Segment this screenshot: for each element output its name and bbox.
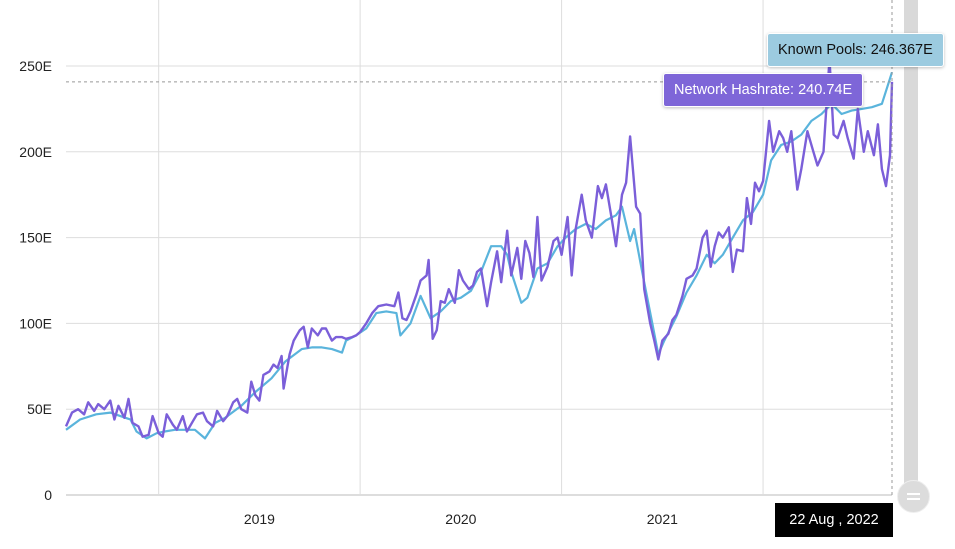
range-scrollbar[interactable]: [904, 0, 918, 495]
tooltip-network-hashrate: Network Hashrate: 240.74E: [663, 73, 864, 107]
y-tick-label: 150E: [19, 230, 52, 246]
y-tick-label: 200E: [19, 144, 52, 160]
series-line-network-hashrate: [64, 57, 894, 438]
x-tick-label: 2021: [647, 511, 678, 527]
y-tick-label: 100E: [19, 315, 52, 331]
tooltip-known-pools: Known Pools: 246.367E: [767, 33, 944, 67]
y-tick-label: 50E: [27, 401, 52, 417]
tooltip-date: 22 Aug , 2022: [775, 503, 893, 537]
x-tick-label: 2019: [244, 511, 275, 527]
x-axis: 2019 2020 2021: [244, 511, 678, 527]
x-tick-label: 2020: [445, 511, 476, 527]
crosshair: [66, 0, 893, 495]
y-tick-label: 250E: [19, 58, 52, 74]
series-lines: [64, 57, 894, 440]
y-axis: 0 50E 100E 150E 200E 250E: [19, 58, 52, 503]
y-tick-label: 0: [44, 487, 52, 503]
scroll-handle-icon[interactable]: [897, 480, 930, 513]
